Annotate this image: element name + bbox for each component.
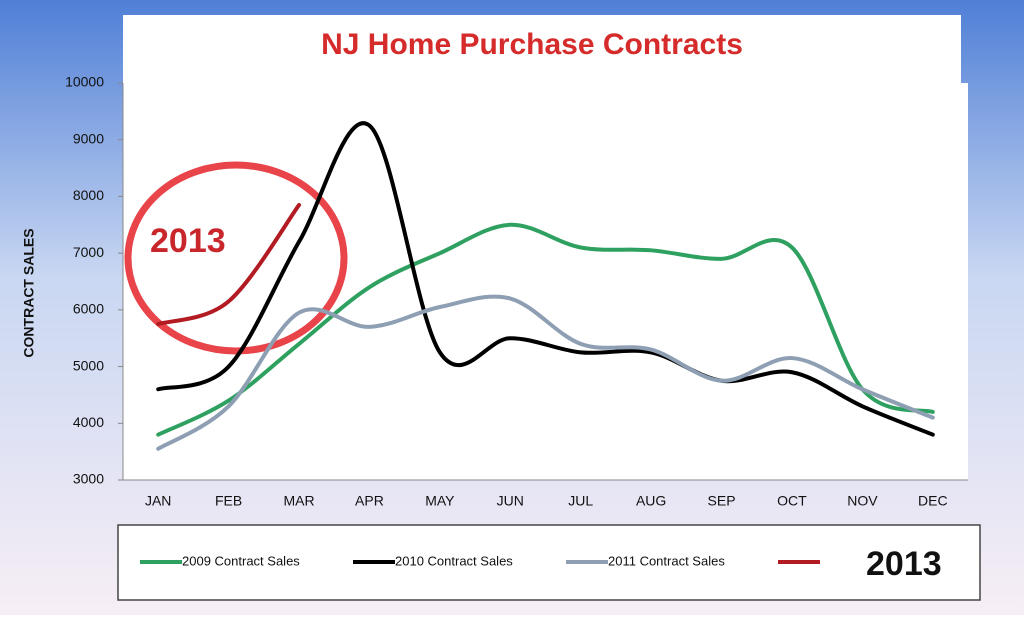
series-line	[156, 202, 302, 327]
y-tick-label: 10000	[65, 74, 104, 90]
chart-title: NJ Home Purchase Contracts	[321, 28, 743, 61]
legend-label: 2013	[866, 545, 942, 583]
y-tick-label: 9000	[73, 130, 104, 146]
x-tick-label: MAR	[283, 493, 314, 509]
legend-label: 2010 Contract Sales	[395, 553, 513, 568]
series-line	[156, 121, 935, 437]
x-tick-label: DEC	[918, 493, 948, 509]
annotation: 2013	[150, 222, 226, 260]
y-tick-label: 4000	[73, 414, 104, 430]
highlight-circle	[124, 161, 348, 355]
legend-label: 2011 Contract Sales	[608, 553, 725, 568]
y-tick-label: 8000	[73, 187, 104, 203]
x-tick-label: NOV	[847, 493, 878, 509]
x-tick-label: JAN	[145, 493, 171, 509]
x-tick-label: JUL	[568, 493, 593, 509]
x-tick-label: SEP	[708, 493, 736, 509]
y-axis-label: CONTRACT SALES	[21, 228, 37, 357]
y-tick-label: 5000	[73, 357, 104, 373]
x-tick-label: FEB	[215, 493, 242, 509]
series-line	[156, 222, 935, 437]
x-tick-label: OCT	[777, 493, 807, 509]
x-tick-label: AUG	[636, 493, 666, 509]
x-tick-label: APR	[355, 493, 384, 509]
plot-area	[123, 83, 968, 480]
x-tick-label: JUN	[497, 493, 524, 509]
legend-box	[117, 524, 981, 601]
x-tick-label: MAY	[425, 493, 455, 509]
y-tick-label: 3000	[73, 471, 104, 487]
y-tick-label: 7000	[73, 244, 104, 260]
series-line	[156, 294, 935, 451]
title-box	[123, 15, 961, 85]
y-tick-label: 6000	[73, 301, 104, 317]
legend-label: 2009 Contract Sales	[182, 553, 300, 568]
